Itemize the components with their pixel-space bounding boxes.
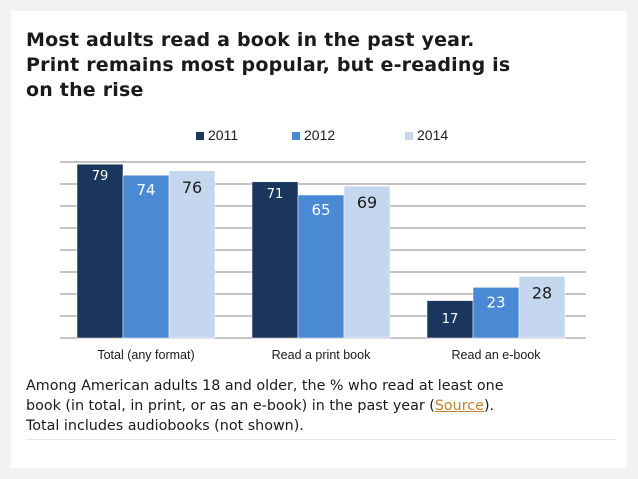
data-label-2014-2: 28 bbox=[532, 283, 552, 302]
category-label: Read a print book bbox=[272, 348, 371, 362]
bar-2012-2 bbox=[472, 287, 520, 339]
data-label-2011-2: 17 bbox=[442, 312, 459, 327]
bar-2012-0 bbox=[122, 174, 170, 339]
bar-2014-1 bbox=[343, 185, 391, 339]
bar-2014-2 bbox=[518, 276, 566, 339]
bar-2012-1 bbox=[297, 194, 345, 339]
caption-line-1: Among American adults 18 and older, the … bbox=[26, 378, 504, 394]
bar-2011-2 bbox=[426, 300, 474, 339]
title-line-1: Most adults read a book in the past year… bbox=[26, 29, 475, 51]
caption-line-3: Total includes audiobooks (not shown). bbox=[26, 418, 304, 434]
bar-2011-0 bbox=[76, 163, 124, 339]
data-label-2014-0: 76 bbox=[182, 178, 202, 197]
title-line-3: on the rise bbox=[26, 79, 144, 101]
legend-swatch-2014 bbox=[405, 132, 413, 140]
data-label-2011-1: 71 bbox=[267, 187, 284, 202]
data-label-2011-0: 79 bbox=[92, 169, 109, 184]
category-label: Total (any format) bbox=[97, 348, 194, 362]
category-label: Read an e-book bbox=[452, 348, 542, 362]
caption-line-2: book (in total, in print, or as an e-boo… bbox=[26, 398, 495, 414]
bar-2014-0 bbox=[168, 170, 216, 339]
data-label-2012-2: 23 bbox=[486, 293, 505, 311]
chart-title: Most adults read a book in the past year… bbox=[26, 28, 596, 103]
data-label-2014-1: 69 bbox=[357, 193, 377, 212]
legend-swatch-2012 bbox=[292, 132, 300, 140]
data-label-2012-0: 74 bbox=[136, 181, 155, 199]
data-label-2012-1: 65 bbox=[311, 201, 330, 219]
bar-2011-1 bbox=[251, 181, 299, 339]
source-link[interactable]: Source bbox=[434, 398, 484, 414]
footer-divider bbox=[26, 439, 616, 440]
legend-label-2011: 2011 bbox=[208, 127, 238, 143]
legend-label-2012: 2012 bbox=[304, 127, 335, 143]
chart-caption: Among American adults 18 and older, the … bbox=[26, 376, 606, 436]
legend-swatch-2011 bbox=[196, 132, 204, 140]
legend-label-2014: 2014 bbox=[417, 127, 448, 143]
title-line-2: Print remains most popular, but e-readin… bbox=[26, 54, 511, 76]
